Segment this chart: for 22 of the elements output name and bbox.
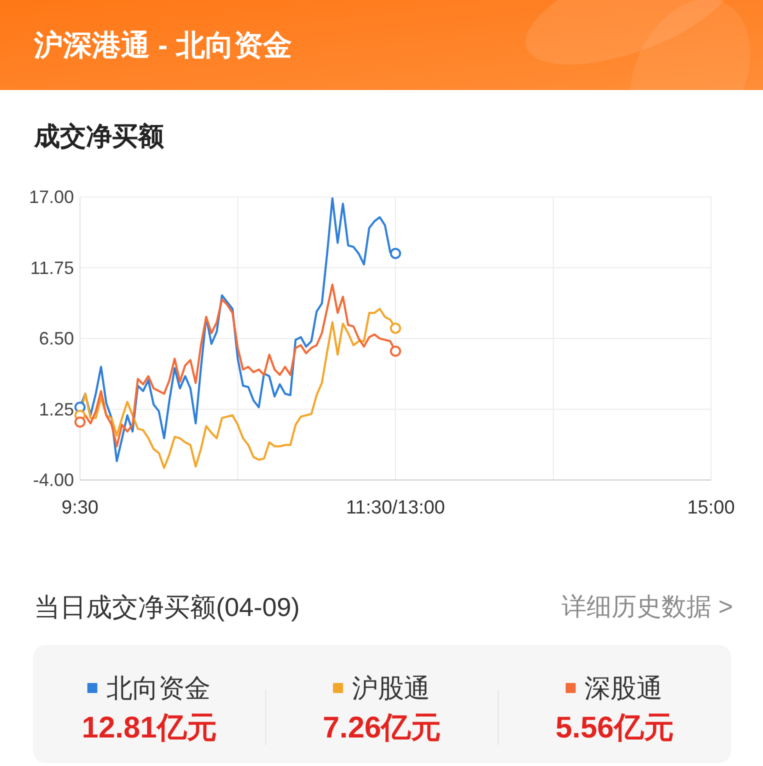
legend-label: 沪股通 [352, 673, 430, 703]
legend-label: 北向资金 [106, 673, 210, 703]
x-tick-label: 9:30 [62, 498, 98, 518]
text: 7.26亿元 [322, 712, 442, 744]
x-tick-label: 11:30/13:00 [346, 498, 445, 518]
text: 5.56亿元 [555, 712, 674, 744]
y-tick-label: 1.25 [38, 399, 74, 420]
point [74, 416, 86, 428]
text: 12.81亿元 [82, 712, 217, 744]
point [390, 346, 402, 357]
point [390, 322, 402, 334]
chart-title: 沪深港通 - 北向资金 [33, 29, 292, 62]
legend-label: 深股通 [584, 673, 663, 703]
y-tick-label: 17.00 [28, 187, 74, 207]
y-tick-label: 11.75 [30, 258, 74, 278]
chart-subtitle: 成交净买额 [33, 121, 165, 151]
text: 当日成交净买额(04-09) [34, 592, 300, 622]
text: 详细历史数据 > [561, 593, 733, 621]
y-tick-label: -4.00 [32, 470, 74, 490]
y-tick-label: 6.50 [38, 328, 74, 348]
x-tick-label: 15:00 [687, 498, 735, 518]
point [390, 248, 402, 260]
